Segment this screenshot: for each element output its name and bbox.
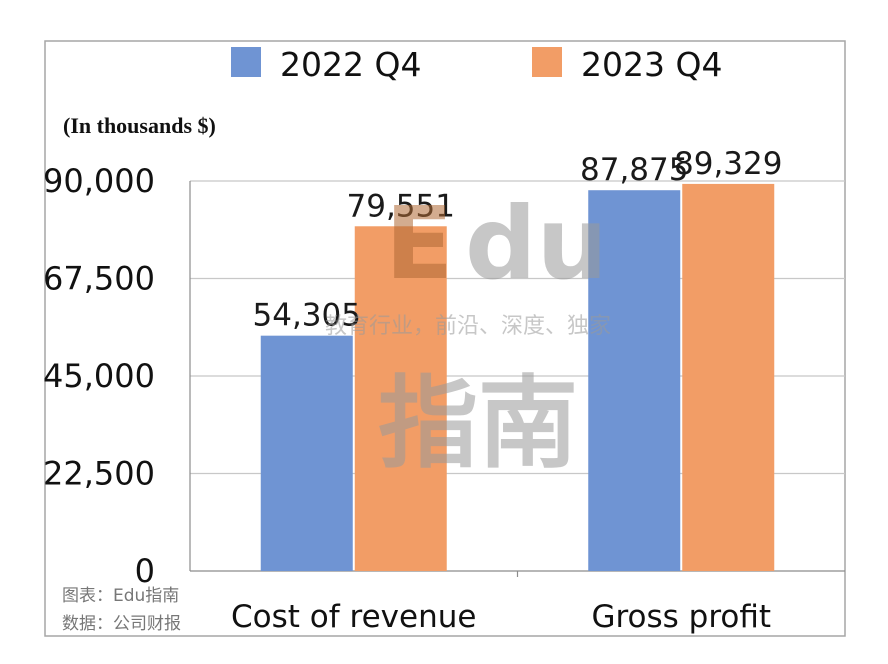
y-axis-ticks: 0 22,500 45,000 67,500 90,000 xyxy=(43,162,155,590)
legend-swatch-2022-q4 xyxy=(231,47,261,77)
legend-label-2022-q4: 2022 Q4 xyxy=(280,45,421,84)
data-label: 89,329 xyxy=(674,146,782,182)
watermark-edu-rest: du xyxy=(465,185,608,302)
watermark: E du 教育行业，前沿、深度、独家 指南 xyxy=(325,185,611,482)
category-label: Cost of revenue xyxy=(231,599,476,635)
bar-2023-q4-gross-profit xyxy=(682,183,775,572)
y-tick-label: 45,000 xyxy=(43,357,155,395)
y-tick-label: 0 xyxy=(135,552,155,590)
chart-frame xyxy=(44,40,846,637)
data-label: 54,305 xyxy=(253,298,361,334)
bar-2022-q4-cost-of-revenue xyxy=(260,335,353,571)
legend: 2022 Q4 2023 Q4 xyxy=(231,45,722,84)
category-label: Gross profit xyxy=(591,599,771,635)
source-chart-credit: 图表：Edu指南 xyxy=(62,586,179,606)
legend-label-2023-q4: 2023 Q4 xyxy=(581,45,722,84)
data-label: 79,551 xyxy=(347,188,455,224)
watermark-tagline: 教育行业，前沿、深度、独家 xyxy=(325,314,611,339)
watermark-edu-e: E xyxy=(385,185,453,302)
unit-label: (In thousands $) xyxy=(63,113,216,138)
bars xyxy=(260,183,775,572)
x-axis-categories: Cost of revenue Gross profit xyxy=(231,599,771,635)
y-tick-label: 22,500 xyxy=(43,455,155,493)
bar-2022-q4-gross-profit xyxy=(588,190,681,572)
watermark-zhinan: 指南 xyxy=(378,365,578,482)
bar-2023-q4-cost-of-revenue xyxy=(354,226,447,572)
legend-swatch-2023-q4 xyxy=(532,47,562,77)
source-data-credit: 数据：公司财报 xyxy=(62,614,181,634)
y-tick-label: 90,000 xyxy=(43,162,155,200)
y-tick-label: 67,500 xyxy=(43,260,155,298)
data-label: 87,875 xyxy=(580,152,688,188)
